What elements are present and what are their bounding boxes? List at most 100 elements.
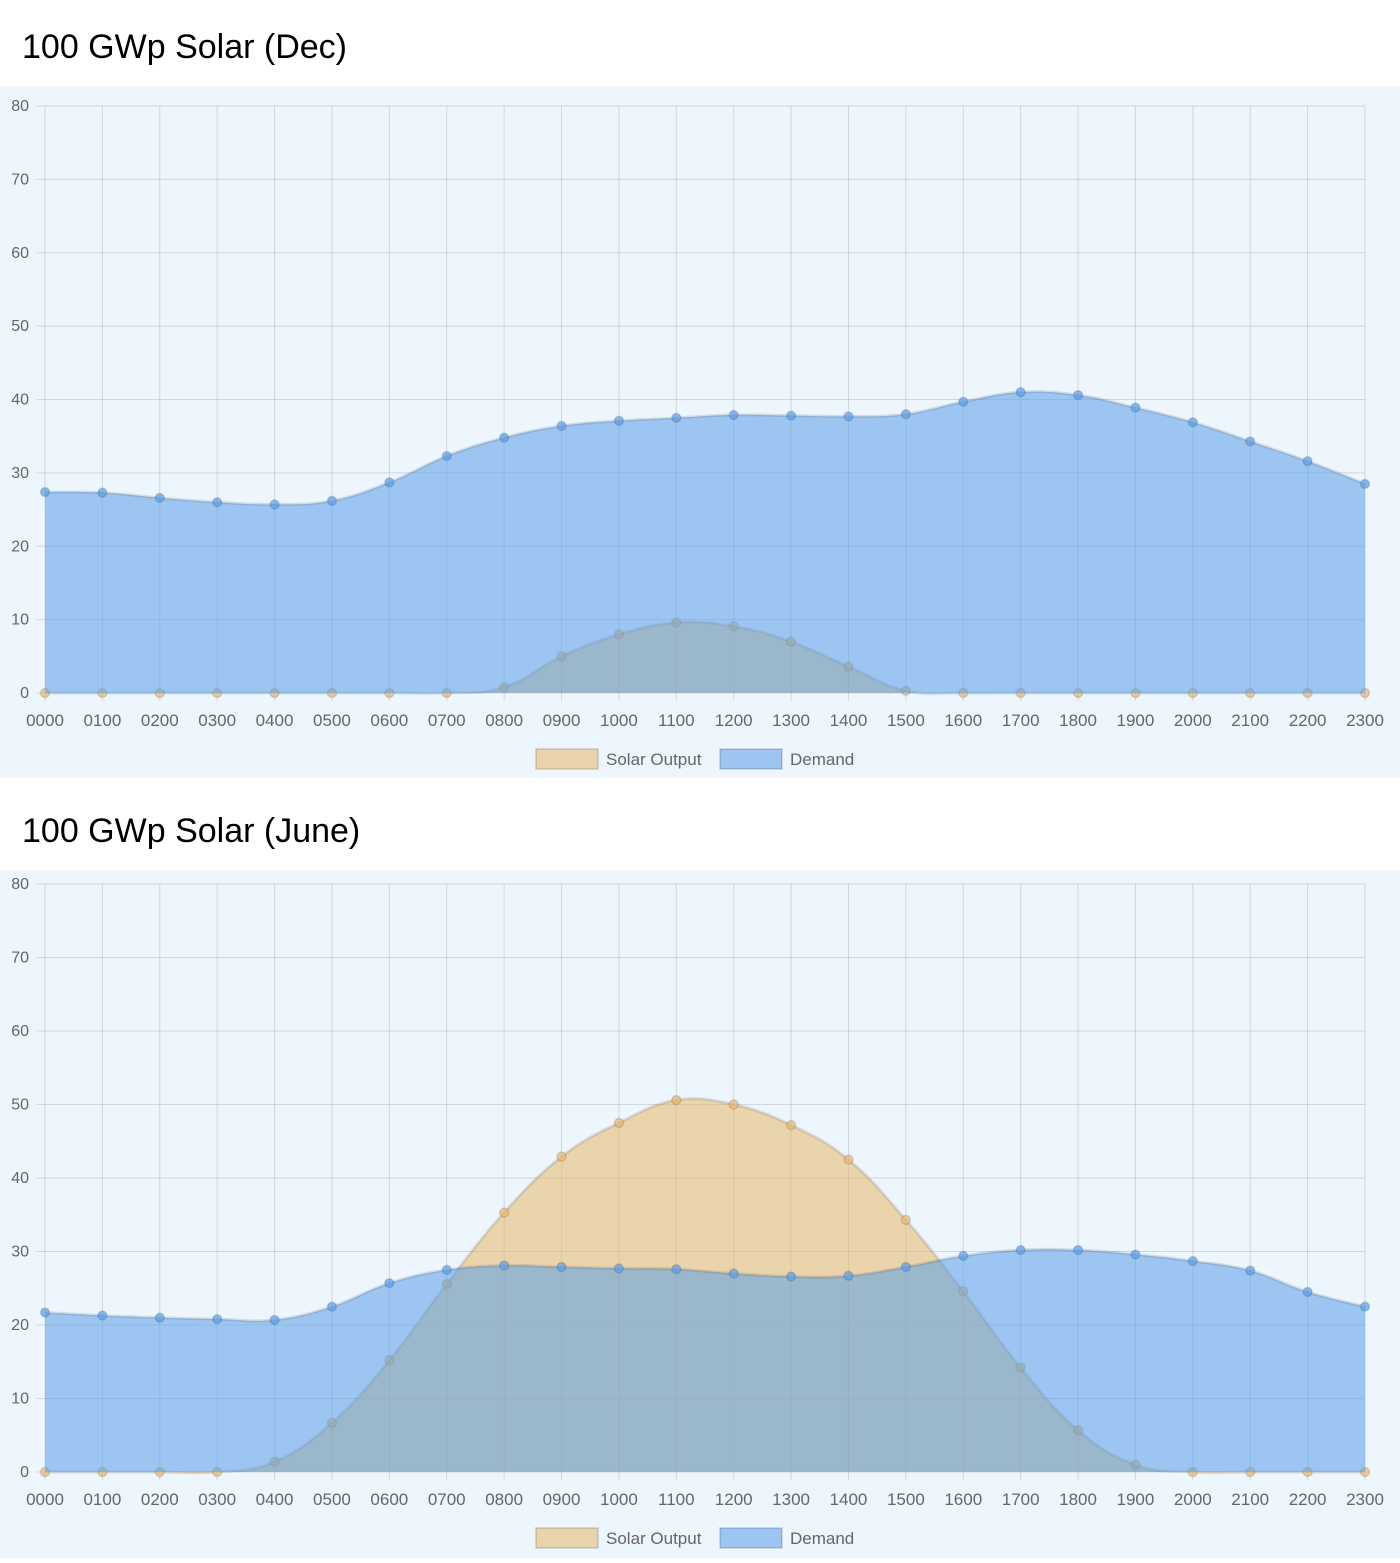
y-tick-label: 70 xyxy=(11,171,29,188)
legend-swatch xyxy=(719,748,783,770)
y-tick-label: 40 xyxy=(11,1170,29,1187)
data-point xyxy=(671,1094,682,1106)
chart-title-dec: 100 GWp Solar (Dec) xyxy=(22,28,347,66)
legend-swatch xyxy=(719,1527,783,1549)
x-tick-label: 0700 xyxy=(428,1490,466,1509)
series-line xyxy=(44,390,1366,506)
x-tick-label: 0400 xyxy=(256,711,294,730)
x-tick-label: 0800 xyxy=(485,1490,523,1509)
data-point xyxy=(728,1268,739,1279)
data-point xyxy=(1187,1255,1199,1267)
data-point xyxy=(97,487,108,498)
legend-swatch xyxy=(535,748,599,770)
y-tick-label: 20 xyxy=(11,1317,29,1334)
x-tick-label: 0300 xyxy=(198,711,236,730)
x-tick-label: 2200 xyxy=(1289,1490,1327,1509)
x-tick-label: 1400 xyxy=(830,711,868,730)
x-tick-label: 0900 xyxy=(543,711,581,730)
data-point xyxy=(498,1260,510,1271)
data-point xyxy=(39,1307,51,1318)
data-point xyxy=(613,1117,625,1129)
chart-section-june: 100 GWp Solar (June) 0 10 20 30 40 50 60 70 80 00… xyxy=(0,778,1400,1558)
x-tick-label: 1600 xyxy=(944,1490,982,1509)
data-point xyxy=(498,1207,510,1218)
chart-section-dec: 100 GWp Solar (Dec) 0 10 20 30 40 50 60 70 80 000… xyxy=(0,0,1400,778)
x-tick-label: 2200 xyxy=(1289,711,1327,730)
data-point xyxy=(97,1310,108,1321)
y-tick-label: 10 xyxy=(11,612,29,629)
data-point xyxy=(785,1271,797,1282)
data-point xyxy=(1072,389,1084,401)
y-tick-label: 30 xyxy=(11,465,29,482)
x-tick-label: 0700 xyxy=(428,711,466,730)
x-tick-label: 1700 xyxy=(1002,711,1040,730)
y-tick-label: 50 xyxy=(11,318,29,335)
data-point xyxy=(441,1264,452,1276)
data-point xyxy=(269,499,280,510)
data-point xyxy=(1130,402,1141,413)
x-tick-label: 0000 xyxy=(26,711,64,730)
y-tick-label: 0 xyxy=(20,1464,29,1481)
x-tick-label: 1200 xyxy=(715,711,753,730)
x-tick-label: 1200 xyxy=(715,1490,753,1509)
data-point xyxy=(1244,436,1256,447)
y-tick-label: 60 xyxy=(11,1023,29,1040)
series-area xyxy=(45,1249,1365,1472)
data-point xyxy=(1359,1301,1371,1312)
x-tick-label: 1300 xyxy=(772,711,810,730)
x-tick-label: 1000 xyxy=(600,711,638,730)
data-point xyxy=(900,1261,912,1273)
data-point xyxy=(1244,1265,1256,1276)
data-point xyxy=(269,1314,280,1326)
data-point xyxy=(843,1270,854,1282)
y-tick-label: 50 xyxy=(11,1097,29,1114)
x-tick-label: 1500 xyxy=(887,711,925,730)
x-tick-label: 1800 xyxy=(1059,711,1097,730)
x-tick-label: 1900 xyxy=(1117,1490,1155,1509)
data-point xyxy=(1302,1286,1313,1298)
data-point xyxy=(441,450,452,462)
legend-label: Demand xyxy=(790,750,854,769)
y-tick-label: 10 xyxy=(11,1391,29,1408)
data-point xyxy=(785,1119,797,1131)
data-point xyxy=(728,1099,739,1110)
y-tick-label: 30 xyxy=(11,1244,29,1261)
x-tick-label: 0500 xyxy=(313,711,351,730)
data-point xyxy=(1187,416,1199,428)
data-point xyxy=(958,1250,969,1262)
data-point xyxy=(1015,386,1026,398)
y-tick-label: 0 xyxy=(20,685,29,702)
legend-label: Demand xyxy=(790,1529,854,1548)
x-tick-label: 0200 xyxy=(141,1490,179,1509)
series-line xyxy=(44,1247,1366,1323)
x-tick-label: 0600 xyxy=(370,1490,408,1509)
data-point xyxy=(326,1301,338,1312)
data-point xyxy=(556,1151,567,1162)
data-point xyxy=(613,1263,625,1274)
data-point xyxy=(1302,455,1313,467)
x-tick-label: 1900 xyxy=(1117,711,1155,730)
data-point xyxy=(843,411,854,422)
legend: Solar Output Demand xyxy=(535,748,854,770)
x-tick-label: 1600 xyxy=(944,711,982,730)
area-chart-june: 0 10 20 30 40 50 60 70 80 0000 0100 0200 0300 0400 050… xyxy=(11,876,1384,1549)
series-area xyxy=(45,391,1365,693)
y-tick-label: 40 xyxy=(11,392,29,409)
x-tick-label: 0000 xyxy=(26,1490,64,1509)
y-tick-label: 60 xyxy=(11,245,29,262)
data-point xyxy=(900,1214,912,1226)
x-tick-label: 2300 xyxy=(1346,1490,1384,1509)
data-point xyxy=(671,1263,682,1275)
x-tick-label: 1100 xyxy=(658,711,695,730)
series-demand xyxy=(39,386,1371,693)
data-point xyxy=(900,408,912,420)
data-point xyxy=(958,396,969,407)
data-point xyxy=(211,496,223,508)
chart-title-june: 100 GWp Solar (June) xyxy=(22,812,361,850)
x-tick-label: 1500 xyxy=(887,1490,925,1509)
data-point xyxy=(211,1313,223,1325)
x-tick-label: 2000 xyxy=(1174,711,1212,730)
y-tick-label: 80 xyxy=(11,98,29,115)
data-point xyxy=(1359,478,1371,490)
data-point xyxy=(1072,1244,1084,1256)
